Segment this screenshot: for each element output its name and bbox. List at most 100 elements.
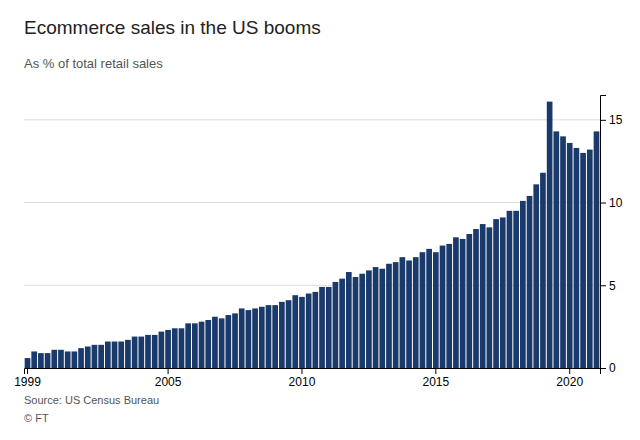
bar	[473, 229, 479, 368]
y-tick-mark	[600, 368, 606, 369]
bar	[152, 335, 158, 368]
bars	[25, 102, 600, 368]
bar	[433, 252, 439, 368]
x-tick: 2020	[556, 368, 583, 389]
x-tick: 2010	[289, 368, 316, 389]
bar	[51, 350, 57, 368]
bar	[379, 269, 385, 368]
bar	[172, 328, 178, 368]
bar	[487, 227, 493, 368]
bar	[339, 279, 345, 368]
bar	[453, 237, 459, 368]
bar	[132, 337, 138, 368]
bar	[359, 274, 365, 368]
bar	[239, 308, 245, 368]
bar	[225, 315, 231, 368]
bar	[520, 201, 526, 368]
x-tick-mark	[27, 368, 28, 374]
x-tick-label: 2010	[289, 375, 316, 389]
bar	[567, 143, 573, 368]
x-tick-label: 2005	[155, 375, 182, 389]
bar	[426, 249, 432, 368]
y-tick: 15	[600, 113, 623, 127]
x-tick-label: 2015	[422, 375, 449, 389]
bar	[25, 358, 31, 368]
y-tick-label: 5	[609, 279, 616, 293]
y-tick-mark	[600, 285, 606, 286]
bar	[232, 313, 238, 368]
bar	[393, 262, 399, 368]
bar	[406, 260, 412, 368]
bar	[386, 264, 392, 368]
bar	[507, 211, 513, 368]
bar	[105, 342, 111, 368]
bar	[346, 272, 352, 368]
bar	[292, 295, 298, 368]
bar	[440, 246, 446, 368]
x-tick: 2015	[422, 368, 449, 389]
bar	[65, 351, 71, 368]
bar	[165, 330, 171, 368]
bar	[279, 302, 285, 368]
bar	[513, 211, 519, 368]
bar	[85, 346, 91, 368]
bar	[199, 322, 205, 368]
bar	[118, 342, 124, 368]
y-tick-label: 15	[609, 113, 623, 127]
annotation: Source: US Census Bureau	[24, 394, 159, 406]
bar	[212, 317, 218, 368]
bar	[319, 287, 325, 368]
bar	[466, 234, 472, 368]
y-tick: 10	[600, 196, 623, 210]
y-tick: 5	[600, 279, 616, 293]
bar	[420, 252, 426, 368]
annotations: Source: US Census Bureau © FT	[24, 394, 159, 424]
x-tick-mark	[435, 368, 436, 374]
title: Ecommerce sales in the US booms	[24, 17, 321, 38]
y-axis-line	[601, 96, 607, 369]
bar	[72, 351, 78, 368]
bar	[92, 345, 98, 368]
bar	[413, 257, 419, 368]
bar	[587, 150, 593, 368]
x-tick-mark	[168, 368, 169, 374]
bar	[306, 294, 312, 368]
y-tick-mark	[600, 120, 606, 121]
bar	[480, 224, 486, 368]
bar	[145, 335, 151, 368]
y-tick-label: 10	[609, 196, 623, 210]
bar	[138, 337, 144, 368]
bar	[98, 345, 104, 368]
bar	[185, 323, 191, 368]
bar	[286, 300, 292, 368]
annotation: © FT	[24, 412, 49, 424]
bar	[400, 257, 406, 368]
bar	[594, 131, 600, 368]
bar	[78, 348, 84, 368]
bar	[527, 196, 533, 368]
y-tick: 0	[600, 361, 616, 375]
subtitle: As % of total retail sales	[24, 56, 163, 71]
bar	[580, 153, 586, 368]
bar	[179, 328, 185, 368]
x-tick: 1999	[14, 368, 41, 389]
bar	[500, 217, 506, 368]
y-tick-label: 0	[609, 361, 616, 375]
bar	[553, 131, 559, 368]
bar	[192, 323, 198, 368]
x-tick-mark	[301, 368, 302, 374]
bar	[313, 292, 319, 368]
bar	[493, 219, 499, 368]
bar	[446, 244, 452, 368]
bar	[326, 287, 332, 368]
bar	[353, 277, 359, 368]
bar	[112, 342, 118, 368]
bar	[45, 353, 51, 368]
bar	[333, 282, 339, 368]
bar	[460, 239, 466, 368]
bar	[205, 320, 211, 368]
x-tick: 2005	[155, 368, 182, 389]
grid-line	[24, 202, 600, 203]
grid-line	[24, 119, 600, 120]
bar	[125, 340, 131, 368]
